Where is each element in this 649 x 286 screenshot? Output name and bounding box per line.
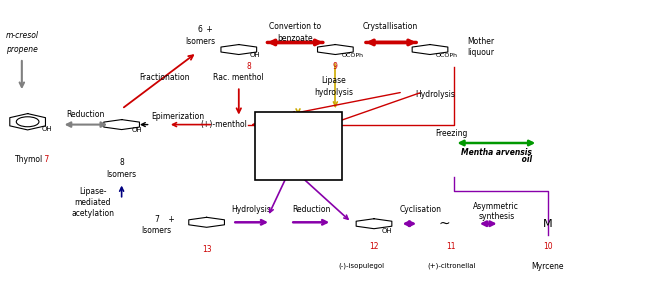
Text: Myrcene: Myrcene [532,262,564,271]
Text: M: M [543,219,553,229]
Text: OCOPh: OCOPh [342,53,363,58]
Text: ~: ~ [439,217,450,231]
Text: Convertion to: Convertion to [269,22,321,31]
Text: 10: 10 [543,242,553,251]
Text: Isomers: Isomers [141,226,171,235]
Text: Reduction: Reduction [292,205,331,214]
Text: OH: OH [42,126,53,132]
Text: 13: 13 [202,245,212,254]
Text: Reduction: Reduction [66,110,104,119]
Text: 11: 11 [447,242,456,251]
Text: OH: OH [382,228,392,234]
Text: +: + [204,25,213,34]
FancyBboxPatch shape [255,112,342,180]
Text: 8: 8 [119,158,124,167]
Text: OH: OH [250,52,260,58]
Text: OH: OH [308,141,318,147]
Text: propene: propene [6,45,38,54]
Text: Hydrolysis: Hydrolysis [232,205,272,214]
Text: benzoate: benzoate [277,34,313,43]
Text: Lipase-: Lipase- [79,187,106,196]
Text: 9: 9 [333,62,337,71]
Text: Thymol: Thymol [16,156,43,164]
Text: m-cresol: m-cresol [5,31,38,40]
Text: Isomers: Isomers [106,170,137,179]
Text: (-)-isopulegol: (-)-isopulegol [338,263,384,269]
Text: mediated: mediated [75,198,111,207]
Text: synthesis: synthesis [478,212,515,221]
Text: 7: 7 [154,215,159,224]
Text: +: + [165,215,175,224]
Text: Rac. menthol: Rac. menthol [214,73,264,82]
Text: Epimerization: Epimerization [151,112,204,121]
Text: 6: 6 [198,25,202,34]
Text: (+)-menthol: (+)-menthol [201,120,247,129]
Text: (-)-menthol: (-)-menthol [275,161,322,170]
Text: Asymmetric: Asymmetric [473,202,519,211]
Text: Freezing: Freezing [435,129,467,138]
Text: OH: OH [132,127,142,133]
Text: acetylation: acetylation [71,209,114,218]
Text: 12: 12 [369,242,379,251]
Text: liquour: liquour [467,48,495,57]
Text: Fractionation: Fractionation [139,73,190,82]
Text: (+)-citronellal: (+)-citronellal [427,263,476,269]
Text: Lipase: Lipase [321,76,346,85]
Text: Isomers: Isomers [185,37,215,45]
Text: Mentha arvensis: Mentha arvensis [461,148,532,157]
Text: 7: 7 [42,156,49,164]
Text: 8: 8 [246,62,251,71]
Text: Mother: Mother [467,37,495,45]
Text: OCOPh: OCOPh [435,53,458,58]
Text: hydrolysis: hydrolysis [314,88,353,96]
Text: Hydrolysis: Hydrolysis [415,90,455,99]
Text: oil: oil [519,156,532,164]
Text: Cyclisation: Cyclisation [400,205,442,214]
Text: Crystallisation: Crystallisation [362,22,418,31]
